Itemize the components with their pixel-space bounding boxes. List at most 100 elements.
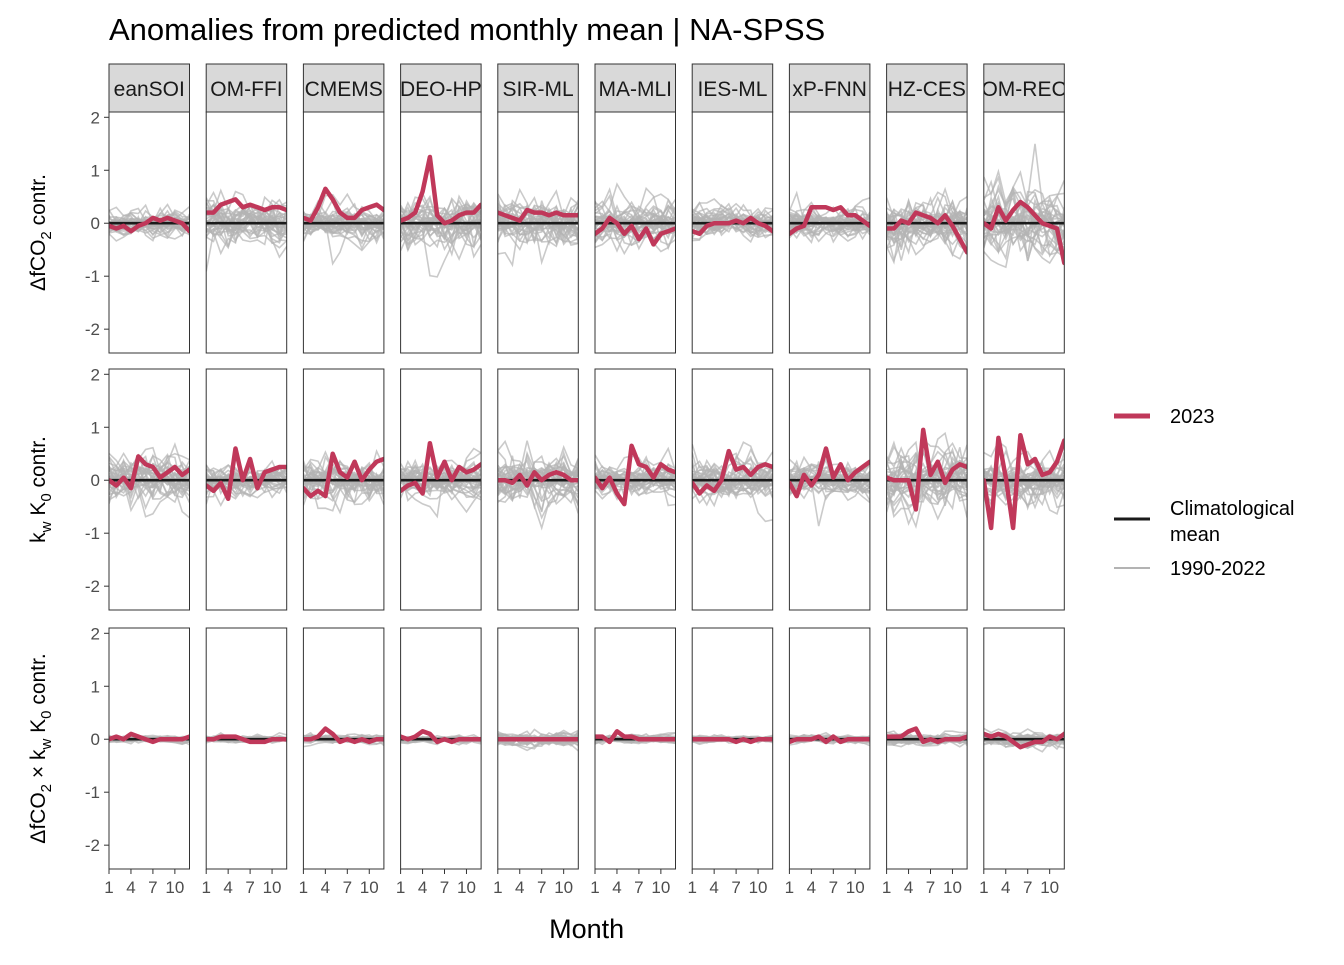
panel-border bbox=[497, 111, 579, 354]
series-2023-line bbox=[109, 215, 190, 234]
panel-border bbox=[205, 368, 288, 611]
x-tick-label: 4 bbox=[612, 878, 621, 897]
history-series-line bbox=[303, 214, 384, 251]
panel-background bbox=[303, 628, 384, 869]
panel-plot-area bbox=[109, 731, 190, 746]
panel-border bbox=[400, 627, 482, 870]
facet-panel bbox=[886, 111, 968, 354]
series-2023-line bbox=[595, 215, 676, 247]
x-tick-label: 10 bbox=[1040, 878, 1059, 897]
facet-panel bbox=[302, 368, 385, 611]
facet-strip-background bbox=[594, 63, 676, 113]
panel-background bbox=[886, 628, 968, 869]
legend-label-climatology: Climatological bbox=[1170, 498, 1295, 520]
x-tick-label: 7 bbox=[537, 878, 546, 897]
y-tick-label: -2 bbox=[85, 320, 100, 339]
facet-strip: HZ-CES bbox=[886, 63, 968, 113]
series-2023-line bbox=[692, 736, 773, 745]
history-series-line bbox=[692, 464, 773, 488]
history-series-line bbox=[595, 194, 676, 246]
y-axis-title-part: ΔfCO bbox=[27, 792, 50, 843]
series-2023-line bbox=[400, 440, 482, 496]
y-axis: 2 1 0 -1 -2 bbox=[85, 108, 109, 339]
history-series-line bbox=[497, 207, 579, 241]
facet-strip: IES-ML bbox=[691, 63, 774, 113]
panel-plot-area bbox=[789, 446, 870, 527]
panel-border bbox=[983, 368, 1065, 611]
panel-border bbox=[594, 627, 676, 870]
history-series-line bbox=[983, 194, 1065, 238]
history-series-line bbox=[886, 445, 968, 521]
panel-plot-area bbox=[692, 198, 773, 244]
panel-border bbox=[886, 111, 968, 354]
series-2023-line bbox=[789, 205, 870, 237]
panel-plot-area bbox=[206, 188, 287, 272]
history-series-line bbox=[497, 455, 579, 502]
facet-strip-label: DEO-HP bbox=[400, 78, 482, 101]
series-2023-line bbox=[497, 470, 579, 488]
facet-strip-background bbox=[108, 63, 190, 113]
x-tick-label: 7 bbox=[1023, 878, 1032, 897]
panel-plot-area bbox=[400, 154, 482, 278]
y-tick-label: 2 bbox=[91, 108, 100, 127]
history-series-line bbox=[400, 474, 482, 484]
panel-border bbox=[691, 368, 774, 611]
series-2023-line bbox=[303, 186, 384, 223]
series-2023-line bbox=[789, 734, 870, 745]
panel-plot-area bbox=[497, 439, 579, 531]
panel-border bbox=[108, 368, 190, 611]
y-tick-label: -1 bbox=[85, 783, 100, 802]
facet-strip-label: HZ-CES bbox=[888, 78, 966, 101]
panel-plot-area bbox=[497, 728, 579, 752]
panel-plot-area bbox=[303, 448, 384, 515]
facet-panel bbox=[497, 368, 579, 611]
series-2023-line bbox=[109, 731, 190, 745]
series-2023-line bbox=[886, 726, 968, 745]
facet-panel bbox=[497, 111, 579, 354]
facet-strip: eanSOI bbox=[108, 63, 190, 113]
y-tick-label: -2 bbox=[85, 836, 100, 855]
x-axis: 1 4 7 10 bbox=[104, 869, 184, 897]
facet-panel bbox=[788, 627, 871, 870]
y-axis: 2 1 0 -1 -2 bbox=[85, 624, 109, 855]
history-series-line bbox=[789, 213, 870, 242]
facet-strip-label: IES-ML bbox=[697, 78, 767, 101]
history-series-line bbox=[983, 200, 1065, 253]
history-series-line bbox=[497, 219, 579, 242]
panel-background bbox=[109, 628, 190, 869]
panel-plot-area bbox=[983, 727, 1065, 753]
history-series-line bbox=[789, 214, 870, 231]
panel-plot-area bbox=[400, 729, 482, 746]
panel-plot-area bbox=[497, 187, 579, 268]
y-axis-title-part: contr. bbox=[27, 174, 50, 231]
facet-strip-background bbox=[205, 63, 288, 113]
history-series-line bbox=[692, 198, 773, 238]
y-axis-title: ΔfCO2 contr. bbox=[27, 174, 55, 291]
x-tick-label: 1 bbox=[785, 878, 794, 897]
x-tick-label: 4 bbox=[1001, 878, 1010, 897]
x-tick-label: 4 bbox=[904, 878, 913, 897]
facet-strip-background bbox=[400, 63, 482, 113]
series-2023-line bbox=[983, 731, 1065, 750]
series-2023-line bbox=[886, 427, 968, 512]
facet-strip: xP-FNN bbox=[788, 63, 871, 113]
series-2023-line bbox=[595, 443, 676, 507]
panel-background bbox=[206, 628, 287, 869]
panel-border bbox=[788, 627, 871, 870]
series-2023-line bbox=[983, 199, 1065, 266]
panel-border bbox=[886, 368, 968, 611]
panel-plot-area bbox=[109, 203, 190, 242]
history-series-line bbox=[400, 199, 482, 258]
x-tick-label: 4 bbox=[709, 878, 718, 897]
facet-panel bbox=[788, 111, 871, 354]
x-axis: 1 4 7 10 bbox=[493, 869, 573, 897]
facet-panel bbox=[594, 368, 676, 611]
facet-panel bbox=[886, 627, 968, 870]
panel-plot-area bbox=[206, 731, 287, 745]
x-tick-label: 1 bbox=[396, 878, 405, 897]
y-axis-title-part: K bbox=[27, 502, 50, 522]
series-2023-line bbox=[497, 207, 579, 223]
y-tick-label: -2 bbox=[85, 577, 100, 596]
x-tick-label: 4 bbox=[321, 878, 330, 897]
